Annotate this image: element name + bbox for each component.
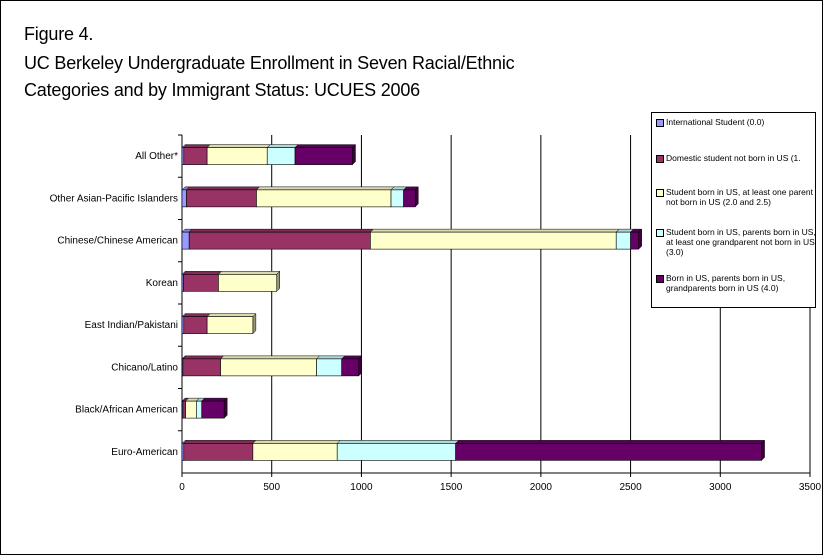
bar-segment (183, 443, 254, 461)
bar-top-face (315, 355, 346, 360)
bar-segment (370, 231, 617, 250)
bar-side-face (276, 270, 280, 292)
bar-top-face (369, 228, 620, 233)
bar-side-face (352, 144, 356, 166)
bar-segment (183, 147, 208, 165)
bar-top-face (183, 144, 211, 148)
figure-number: Figure 4. (24, 24, 94, 44)
x-tick-label: 2000 (530, 482, 553, 493)
bar-top-face (336, 440, 460, 444)
figure-title-line-1: UC Berkeley Undergraduate Enrollment in … (24, 53, 515, 73)
bar-segment (206, 316, 254, 334)
bar-segment (206, 147, 268, 165)
bar-top-face (266, 144, 299, 148)
bar-top-face (217, 271, 281, 275)
bar-segment (188, 231, 371, 250)
bar-segment (336, 443, 456, 461)
bar-segment (196, 400, 203, 419)
category-label: Chicano/Latino (111, 362, 178, 373)
bar-segment (186, 189, 257, 208)
bar-side-face (223, 397, 228, 419)
legend-swatch (656, 189, 664, 197)
bar-segment (256, 189, 392, 208)
category-label: Black/African American (75, 405, 178, 416)
category-label: All Other* (135, 151, 178, 162)
bar-segment (181, 231, 190, 250)
legend-label: Student born in US, at least one parent … (666, 187, 813, 207)
bar-segment (182, 358, 221, 377)
bar-top-face (252, 440, 341, 444)
legend-label: Domestic student not born in US (1. (666, 153, 801, 163)
x-tick-label: 3000 (709, 482, 732, 493)
bar-top-face (219, 355, 321, 360)
x-tick-label: 2500 (619, 482, 642, 493)
bar-top-face (182, 355, 225, 360)
bar-top-face (185, 186, 261, 191)
bar-segment (182, 400, 186, 419)
category-label: East Indian/Pakistani (85, 320, 178, 331)
category-label: Other Asian-Pacific Islanders (50, 193, 178, 204)
bar-segment (252, 443, 338, 461)
category-label: Chinese/Chinese American (57, 236, 178, 247)
figure-title-line-2: Categories and by Immigrant Status: UCUE… (24, 80, 420, 100)
bar-top-face (455, 440, 766, 444)
bar-side-face (638, 228, 642, 250)
category-label: Euro-American (111, 447, 178, 458)
bar-segment (455, 443, 762, 461)
bar-segment (185, 400, 197, 419)
category-label: Korean (146, 278, 178, 289)
bar-top-face (188, 228, 375, 233)
bar-top-face (201, 397, 228, 402)
legend-label: Student born in US, parents born in US, … (666, 227, 816, 257)
bar-side-face (761, 439, 765, 461)
bar-segment (266, 147, 296, 165)
bar-top-face (206, 144, 271, 148)
x-tick-label: 3500 (799, 482, 822, 493)
legend-swatch (656, 229, 664, 237)
bar-side-face (252, 313, 257, 335)
x-tick-label: 500 (263, 482, 280, 493)
bar-segment (218, 274, 278, 292)
bar-segment (294, 147, 353, 165)
bar-top-face (182, 271, 223, 275)
bar-segment (316, 358, 342, 377)
bar-segment (181, 189, 187, 208)
bar-segment (341, 358, 360, 377)
bar-side-face (415, 186, 419, 208)
x-tick-label: 1000 (350, 482, 373, 493)
bar-top-face (294, 144, 357, 148)
bar-top-face (341, 355, 363, 360)
bar-segment (220, 358, 317, 377)
bar-top-face (206, 313, 257, 317)
bar-segment (390, 189, 404, 208)
bar-top-face (255, 186, 395, 191)
legend-swatch (656, 155, 664, 163)
x-tick-label: 0 (179, 482, 185, 493)
bar-top-face (183, 440, 257, 444)
x-tick-label: 1500 (440, 482, 463, 493)
bar-segment (615, 231, 631, 250)
bar-side-face (358, 355, 362, 377)
chart-legend: International Student (0.0) Domestic stud… (651, 112, 816, 308)
bar-segment (183, 316, 208, 334)
legend-label: Born in US, parents born in US, grandpar… (666, 273, 786, 293)
bar-top-face (183, 313, 211, 317)
bar-segment (403, 189, 416, 208)
legend-swatch (656, 119, 664, 127)
legend-swatch (656, 275, 664, 283)
legend-label: International Student (0.0) (666, 117, 765, 127)
bar-segment (630, 231, 639, 250)
bar-segment (183, 274, 219, 292)
bar-segment (201, 400, 225, 419)
